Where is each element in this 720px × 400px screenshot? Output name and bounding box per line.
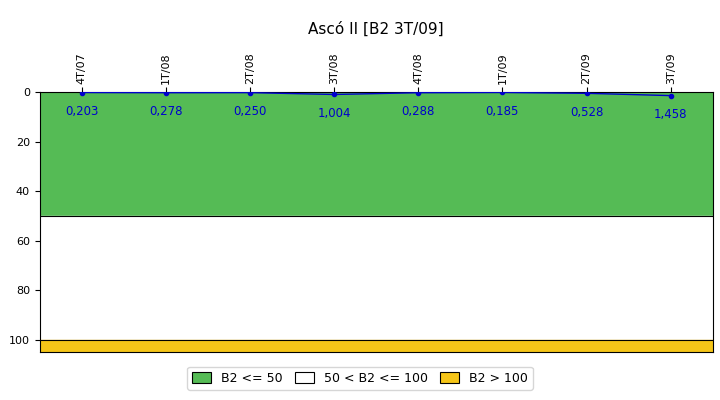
Text: 1,004: 1,004 [318, 107, 351, 120]
Text: 0,528: 0,528 [570, 106, 603, 119]
Text: 1,458: 1,458 [654, 108, 688, 121]
Text: 0,278: 0,278 [149, 105, 183, 118]
Text: 0,288: 0,288 [402, 105, 435, 118]
Bar [40, 340, 713, 352]
Bar [40, 216, 713, 340]
Title: Ascó II [B2 3T/09]: Ascó II [B2 3T/09] [308, 22, 444, 37]
Legend: B2 <= 50, 50 < B2 <= 100, B2 > 100: B2 <= 50, 50 < B2 <= 100, B2 > 100 [187, 367, 533, 390]
Text: 0,185: 0,185 [486, 105, 519, 118]
Text: 0,203: 0,203 [65, 105, 99, 118]
Bar [40, 92, 713, 216]
Text: 0,250: 0,250 [233, 105, 266, 118]
